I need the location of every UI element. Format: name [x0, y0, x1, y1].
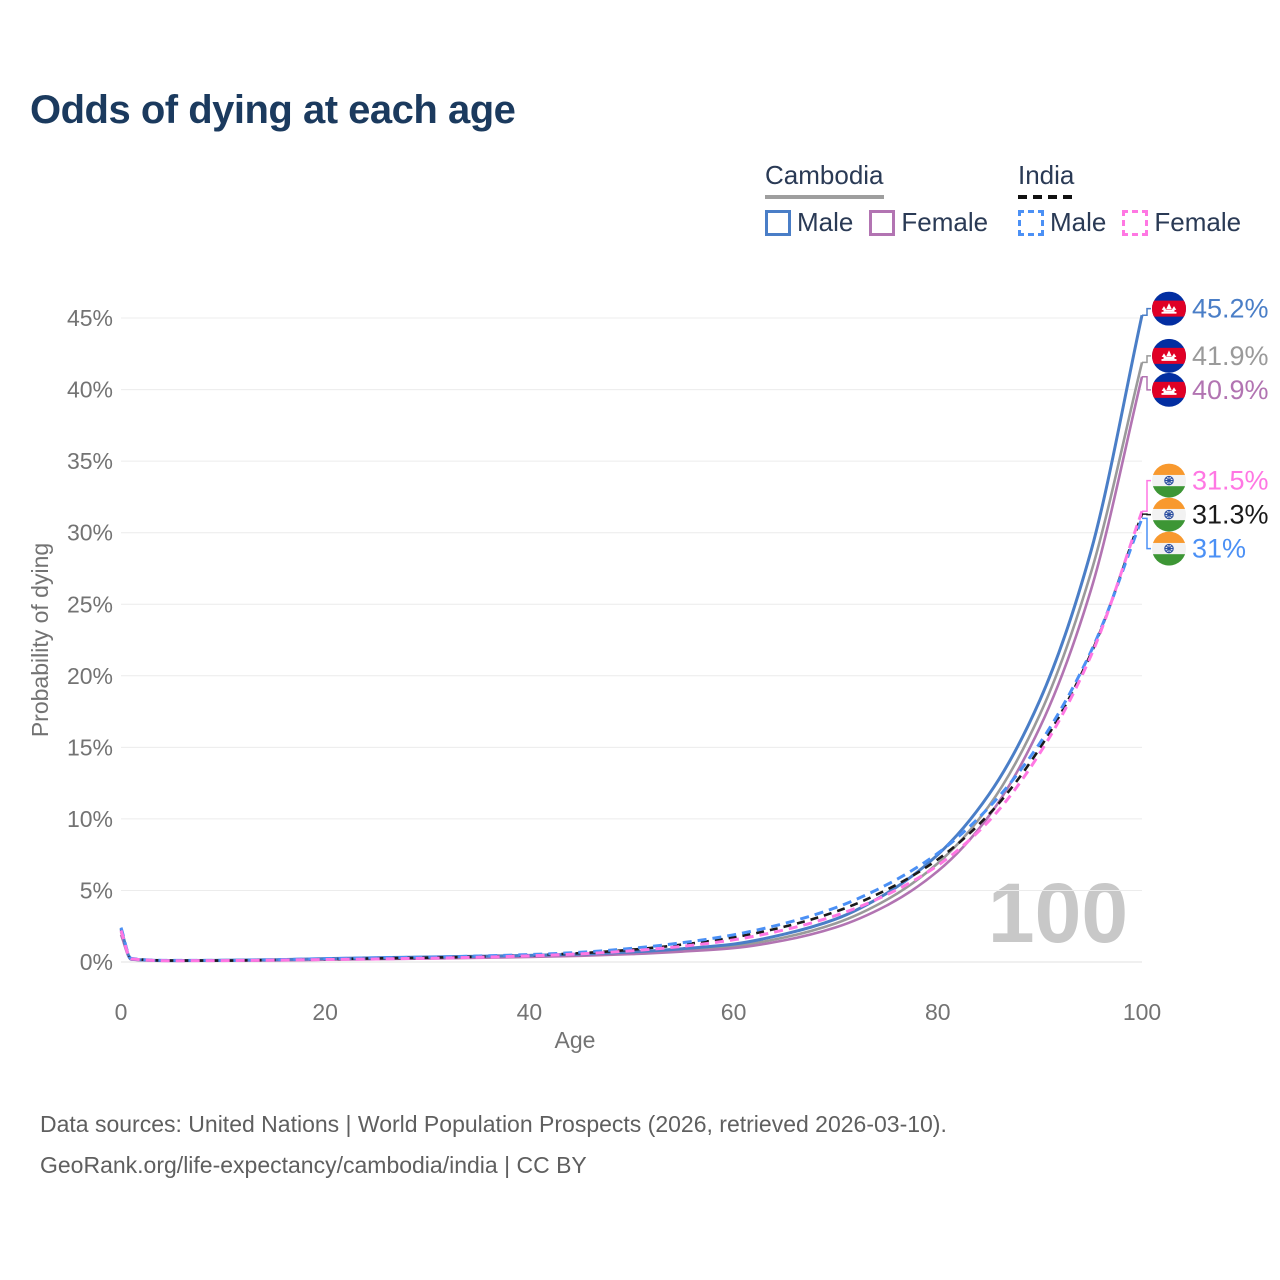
legend-india-row: Male Female	[1018, 207, 1241, 238]
x-tick-label: 40	[517, 999, 543, 1025]
india-female-swatch-icon	[1122, 209, 1149, 236]
legend-india-female[interactable]: Female	[1122, 207, 1241, 238]
y-tick-label: 10%	[67, 806, 113, 832]
end-label-value: 40.9%	[1192, 375, 1269, 405]
x-tick-label: 100	[1123, 999, 1161, 1025]
y-tick-label: 15%	[67, 734, 113, 760]
cambodia-flag-icon	[1152, 373, 1186, 407]
end-label-value: 31.3%	[1192, 500, 1269, 530]
india-underline	[1018, 195, 1075, 199]
legend-group-cambodia: Cambodia Male Female	[765, 160, 988, 238]
legend-india-title: India	[1018, 160, 1075, 190]
legend-cambodia-male-label: Male	[797, 207, 854, 237]
india-flag-icon	[1152, 498, 1186, 532]
y-tick-label: 45%	[67, 305, 113, 331]
y-tick-label: 40%	[67, 377, 113, 403]
end-label-cambodia-female: 40.9%	[1142, 373, 1269, 407]
end-label-leader-line	[1142, 375, 1151, 391]
india-flag-icon	[1152, 464, 1186, 498]
footer: Data sources: United Nations | World Pop…	[40, 1104, 947, 1186]
end-label-leader-line	[1142, 517, 1151, 550]
y-tick-label: 20%	[67, 663, 113, 689]
hover-age-watermark: 100	[988, 866, 1128, 960]
cambodia-underline	[765, 195, 884, 199]
x-tick-label: 20	[312, 999, 338, 1025]
legend-cambodia-header[interactable]: Cambodia	[765, 160, 884, 199]
x-tick-label: 80	[925, 999, 951, 1025]
x-tick-label: 60	[721, 999, 747, 1025]
series-layer	[119, 314, 1144, 963]
attribution-line: GeoRank.org/life-expectancy/cambodia/ind…	[40, 1152, 587, 1178]
india-flag-icon	[1152, 532, 1186, 566]
end-label-india-female: 31.5%	[1142, 464, 1269, 512]
legend-cambodia-row: Male Female	[765, 207, 988, 238]
series-india-female-line	[119, 510, 1144, 963]
x-axis-title: Age	[555, 1027, 596, 1053]
y-axis-title: Probability of dying	[27, 543, 53, 737]
legend-cambodia-title: Cambodia	[765, 160, 884, 190]
y-tick-label: 35%	[67, 448, 113, 474]
page-title: Odds of dying at each age	[30, 88, 516, 132]
grid-layer: 0% 5% 10% 15% 20% 25% 30% 35% 40% 45% 0 20 40 60 80 100	[67, 305, 1161, 1025]
data-sources-line: Data sources: United Nations | World Pop…	[40, 1111, 947, 1137]
india-male-swatch-icon	[1018, 209, 1044, 236]
series-india-male-line	[119, 517, 1144, 962]
end-label-value: 31%	[1192, 534, 1246, 564]
end-label-value: 31.5%	[1192, 466, 1269, 496]
end-label-cambodia-male: 45.2%	[1142, 292, 1269, 326]
legend-india-male-label: Male	[1050, 207, 1107, 237]
y-tick-label: 0%	[80, 949, 113, 975]
end-label-cambodia-combined: 41.9%	[1142, 339, 1269, 373]
legend-india-female-label: Female	[1154, 207, 1242, 237]
legend-india-header[interactable]: India	[1018, 160, 1075, 199]
end-label-leader-line	[1142, 355, 1151, 364]
series-cambodia-male-line	[119, 314, 1144, 963]
x-tick-label: 0	[115, 999, 128, 1025]
legend-group-india: India Male Female	[1018, 160, 1241, 238]
legend-cambodia-female[interactable]: Female	[869, 207, 988, 238]
end-label-value: 41.9%	[1192, 341, 1269, 371]
end-label-leader-line	[1142, 479, 1151, 512]
cambodia-flag-icon	[1152, 339, 1186, 373]
end-label-india-male: 31%	[1142, 517, 1246, 566]
cambodia-male-swatch-icon	[765, 209, 791, 236]
legend-cambodia-male[interactable]: Male	[765, 207, 853, 238]
legend-cambodia-female-label: Female	[901, 207, 989, 237]
y-tick-label: 30%	[67, 520, 113, 546]
cambodia-flag-icon	[1152, 292, 1186, 326]
end-label-leader-line	[1142, 307, 1151, 316]
y-tick-label: 5%	[80, 877, 113, 903]
y-tick-label: 25%	[67, 591, 113, 617]
cambodia-female-swatch-icon	[869, 209, 896, 236]
legend-india-male[interactable]: Male	[1018, 207, 1106, 238]
end-label-value: 45.2%	[1192, 294, 1269, 324]
end-label-india-combined: 31.3%	[1142, 498, 1269, 532]
end-label-layer: 45.2% 41.9% 40.9% 31.5% 31.3% 31%	[1142, 292, 1269, 566]
